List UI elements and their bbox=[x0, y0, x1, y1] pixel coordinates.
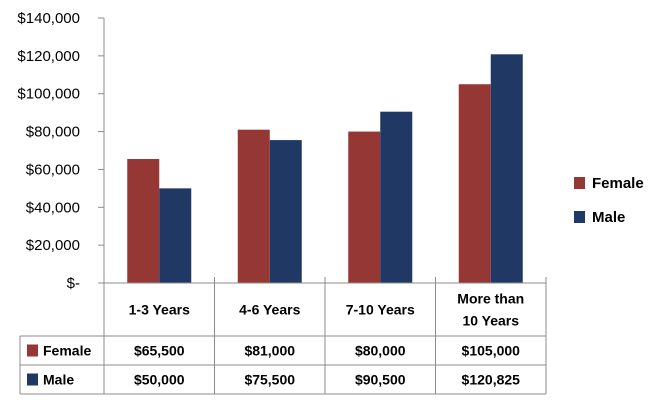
table-cell-value: $80,000 bbox=[355, 343, 406, 359]
table-cell-value: $120,825 bbox=[462, 372, 521, 388]
bar-female-1 bbox=[237, 129, 270, 283]
y-tick-label: $120,000 bbox=[17, 48, 80, 65]
bar-female-3 bbox=[458, 84, 491, 283]
table-row-label: Female bbox=[43, 343, 91, 359]
y-tick-label: $40,000 bbox=[26, 199, 80, 216]
y-tick-label: $140,000 bbox=[17, 10, 80, 27]
y-tick-label: $- bbox=[67, 275, 80, 292]
y-tick-label: $100,000 bbox=[17, 86, 80, 103]
y-tick-label: $60,000 bbox=[26, 161, 80, 178]
bar-male-0 bbox=[159, 188, 192, 283]
bar-female-2 bbox=[348, 131, 381, 283]
table-cell-value: $90,500 bbox=[355, 372, 406, 388]
table-cell-value: $81,000 bbox=[244, 343, 295, 359]
table-legend-key-male bbox=[27, 373, 38, 386]
bar-male-3 bbox=[490, 54, 523, 284]
bar-male-1 bbox=[269, 140, 302, 283]
table-cell-value: $50,000 bbox=[134, 372, 185, 388]
y-tick-label: $80,000 bbox=[26, 124, 80, 141]
category-label: 10 Years bbox=[462, 313, 519, 329]
legend-label: Female bbox=[592, 175, 644, 192]
legend-label: Male bbox=[592, 209, 625, 226]
table-cell-value: $65,500 bbox=[134, 343, 185, 359]
table-legend-key-female bbox=[27, 344, 38, 357]
bar-female-0 bbox=[127, 159, 160, 283]
legend-swatch-male bbox=[574, 211, 585, 223]
table-cell-value: $75,500 bbox=[244, 372, 295, 388]
y-tick-label: $20,000 bbox=[26, 237, 80, 254]
category-label: More than bbox=[457, 291, 524, 307]
category-label: 1-3 Years bbox=[129, 302, 190, 318]
category-label: 4-6 Years bbox=[239, 302, 300, 318]
table-row-label: Male bbox=[43, 372, 74, 388]
category-label: 7-10 Years bbox=[346, 302, 415, 318]
table-cell-value: $105,000 bbox=[462, 343, 521, 359]
legend-swatch-female bbox=[574, 177, 585, 189]
bar-male-2 bbox=[380, 111, 413, 283]
